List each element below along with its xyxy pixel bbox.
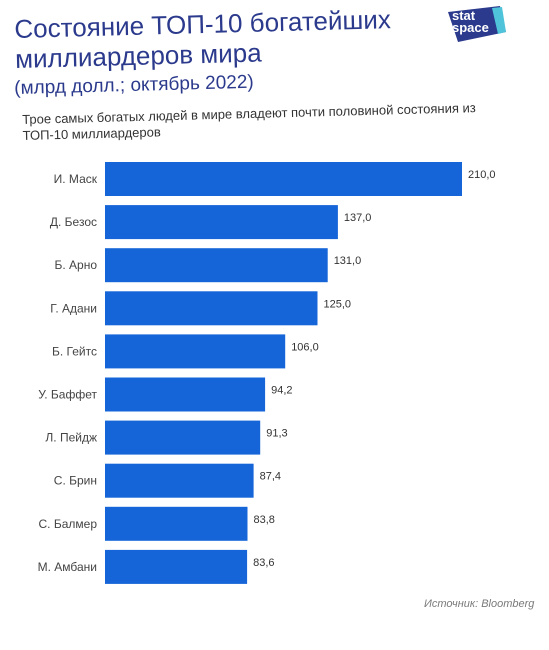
- category-label: Г. Адани: [50, 301, 97, 315]
- value-label: 94,2: [271, 385, 292, 397]
- category-label: С. Брин: [54, 474, 97, 488]
- category-label: У. Баффет: [38, 388, 97, 402]
- bar: [105, 162, 462, 196]
- logo-text: stat space: [452, 8, 489, 35]
- category-label: Б. Гейтс: [52, 344, 97, 358]
- category-label: М. Амбани: [38, 560, 97, 574]
- logo-shape-icon: [448, 6, 506, 42]
- bar: [105, 377, 266, 412]
- category-label: Л. Пейдж: [45, 431, 97, 445]
- value-label: 91,3: [266, 428, 287, 440]
- value-label: 137,0: [344, 212, 372, 224]
- value-label: 87,4: [260, 471, 281, 483]
- bar-chart: И. Маск 210,0 Д. Безос 137,0 Б. Арно 131,0 Г. …: [38, 162, 496, 584]
- category-label: И. Маск: [54, 172, 98, 186]
- value-label: 125,0: [324, 298, 352, 310]
- value-label: 131,0: [334, 255, 362, 267]
- category-label: Д. Безос: [50, 215, 97, 229]
- bar: [105, 549, 248, 584]
- chart-title: Состояние ТОП-10 богатейших миллиардеров…: [14, 4, 392, 74]
- category-label: С. Балмер: [39, 517, 98, 531]
- bar: [105, 291, 318, 326]
- bar: [105, 420, 261, 455]
- value-label: 106,0: [291, 341, 319, 353]
- value-label: 83,8: [253, 514, 274, 526]
- value-label: 210,0: [468, 169, 496, 181]
- bar: [105, 248, 328, 283]
- bar: [105, 506, 248, 541]
- source-note: Источник: Bloomberg: [424, 598, 535, 610]
- category-label: Б. Арно: [54, 258, 97, 272]
- value-label: 83,6: [253, 557, 274, 569]
- statspace-logo: stat space: [444, 6, 510, 44]
- bar: [105, 205, 338, 240]
- chart-subtitle: Трое самых богатых людей в мире владеют …: [22, 100, 476, 143]
- bar: [105, 334, 286, 369]
- chart-unit: (млрд долл.; октябрь 2022): [14, 71, 254, 99]
- bar: [105, 463, 254, 498]
